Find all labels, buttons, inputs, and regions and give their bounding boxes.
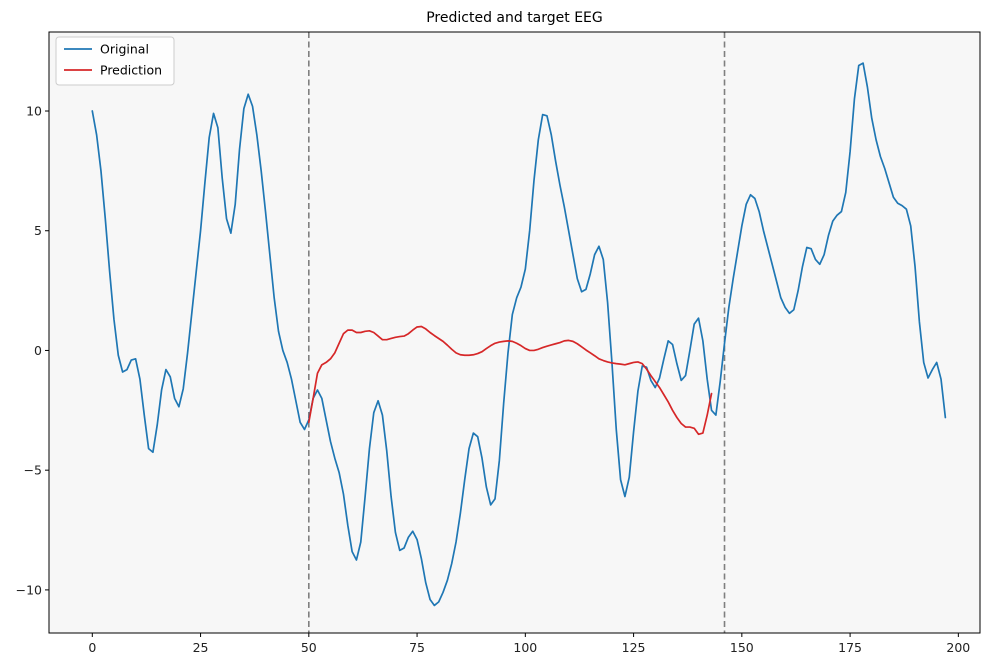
series-lines	[91, 62, 947, 607]
y-tick-label: −5	[24, 463, 42, 478]
chart-title: Predicted and target EEG	[426, 10, 603, 26]
x-tick-label: 200	[946, 640, 970, 655]
x-tick-label: 175	[838, 640, 862, 655]
legend-label-prediction: Prediction	[100, 63, 162, 78]
y-tick-label: 5	[34, 223, 42, 238]
series-line-original	[91, 62, 947, 607]
x-tick-label: 50	[301, 640, 317, 655]
x-axis-ticks: 0 25 50 75 100 125 150 175 200	[88, 633, 970, 655]
y-axis-ticks: −10 −5 0 5 10	[16, 104, 49, 597]
legend-label-original: Original	[100, 42, 149, 57]
series-line-prediction	[307, 325, 713, 436]
x-tick-label: 150	[730, 640, 754, 655]
x-tick-label: 75	[409, 640, 425, 655]
y-tick-label: 10	[26, 104, 42, 119]
x-tick-label: 100	[513, 640, 537, 655]
plot-frame	[48, 31, 981, 634]
legend: Original Prediction	[55, 36, 175, 86]
x-tick-label: 0	[88, 640, 96, 655]
vertical-marker-lines	[308, 32, 726, 633]
y-tick-label: −10	[16, 582, 42, 597]
x-tick-label: 25	[193, 640, 209, 655]
y-tick-label: 0	[34, 343, 42, 358]
plot-area	[49, 32, 980, 633]
x-tick-label: 125	[622, 640, 646, 655]
